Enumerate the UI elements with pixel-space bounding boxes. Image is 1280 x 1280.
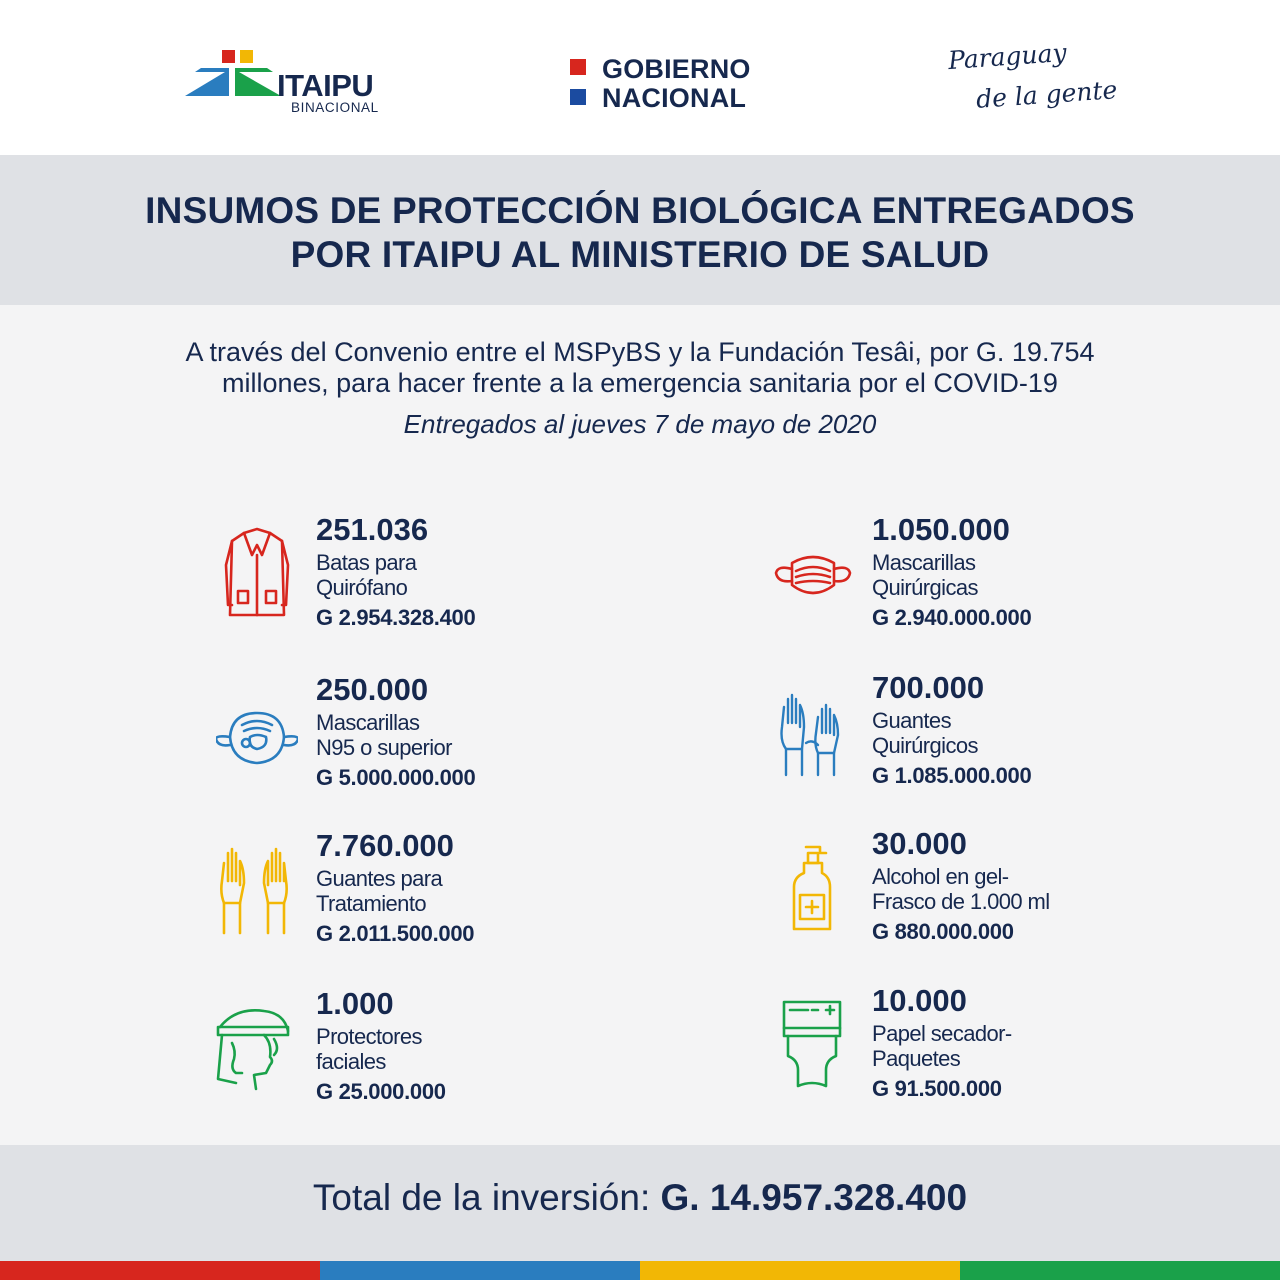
- total-label: Total de la inversión:: [312, 1177, 661, 1218]
- gobierno-blue-square: [570, 89, 586, 105]
- item-quantity: 1.050.000: [872, 512, 1010, 547]
- gobierno-nacional-logo: GOBIERNO NACIONAL: [570, 54, 790, 114]
- treatment-gloves-icon: [220, 847, 288, 935]
- item-description: Batas para Quirófano: [316, 550, 636, 600]
- total-value: G. 14.957.328.400: [660, 1177, 968, 1218]
- delivery-date: Entregados al jueves 7 de mayo de 2020: [403, 409, 877, 439]
- item-price: G 25.000.000: [316, 1079, 446, 1104]
- total-band: Total de la inversión: G. 14.957.328.400: [0, 1145, 1280, 1261]
- supply-item-mascarillas-n95: 250.000 Mascarillas N95 o superior G 5.0…: [216, 673, 636, 798]
- item-price: G 2.954.328.400: [316, 605, 476, 630]
- item-price: G 1.085.000.000: [872, 763, 1032, 788]
- face-shield-icon: [216, 1009, 290, 1091]
- item-description: Alcohol en gel- Frasco de 1.000 ml: [872, 864, 1192, 914]
- footer-bar-green: [960, 1261, 1280, 1280]
- item-quantity: 1.000: [316, 986, 394, 1021]
- n95-mask-icon: [216, 711, 298, 765]
- item-description-line1: Guantes para: [316, 866, 443, 891]
- item-description-line2: Tratamiento: [316, 891, 427, 916]
- item-quantity: 30.000: [872, 826, 967, 861]
- supply-item-guantes-quirurgicos: 700.000 Guantes Quirúrgicos G 1.085.000.…: [772, 671, 1192, 796]
- gobierno-red-square: [570, 59, 586, 75]
- item-description: Protectores faciales: [316, 1024, 636, 1074]
- item-quantity: 251.036: [316, 512, 429, 547]
- alcohol-gel-bottle-icon: [792, 845, 832, 931]
- item-description-line2: Frasco de 1.000 ml: [872, 889, 1050, 914]
- item-description-line2: N95 o superior: [316, 735, 453, 760]
- item-quantity: 7.760.000: [316, 828, 454, 863]
- item-description: Papel secador- Paquetes: [872, 1021, 1192, 1071]
- title-line1: INSUMOS DE PROTECCIÓN BIOLÓGICA ENTREGAD…: [145, 190, 1135, 231]
- item-description: Mascarillas N95 o superior: [316, 710, 636, 760]
- page-title: INSUMOS DE PROTECCIÓN BIOLÓGICA ENTREGAD…: [0, 189, 1280, 277]
- supply-item-guantes-tratamiento: 7.760.000 Guantes para Tratamiento G 2.0…: [216, 829, 636, 954]
- item-description: Mascarillas Quirúrgicas: [872, 550, 1192, 600]
- footer-bar-yellow: [640, 1261, 960, 1280]
- item-description-line2: Paquetes: [872, 1046, 961, 1071]
- slogan-line2: de la gente: [975, 75, 1119, 114]
- itaipu-subtitle: BINACIONAL: [291, 100, 379, 115]
- slogan-line1: Paraguay: [947, 37, 1068, 76]
- item-price: G 91.500.000: [872, 1076, 1002, 1101]
- intro-text: A través del Convenio entre el MSPyBS y …: [100, 337, 1180, 399]
- item-price: G 2.011.500.000: [316, 921, 475, 946]
- item-price: G 5.000.000.000: [316, 765, 476, 790]
- total-investment: Total de la inversión: G. 14.957.328.400: [0, 1177, 1280, 1219]
- surgical-gloves-icon: [780, 693, 840, 777]
- item-description-line2: faciales: [316, 1049, 386, 1074]
- intro-line1: A través del Convenio entre el MSPyBS y …: [185, 337, 1095, 367]
- supply-item-papel-secador: 10.000 Papel secador- Paquetes G 91.500.…: [772, 984, 1192, 1109]
- item-quantity: 250.000: [316, 672, 429, 707]
- item-description: Guantes para Tratamiento: [316, 866, 636, 916]
- supply-item-protectores-faciales: 1.000 Protectores faciales G 25.000.000: [216, 987, 636, 1112]
- itaipu-logo-mark: [185, 50, 281, 100]
- content-area: A través del Convenio entre el MSPyBS y …: [0, 305, 1280, 1145]
- supply-item-mascarillas-quirurgicas: 1.050.000 Mascarillas Quirúrgicas G 2.94…: [772, 513, 1192, 638]
- title-band: INSUMOS DE PROTECCIÓN BIOLÓGICA ENTREGAD…: [0, 155, 1280, 305]
- item-description-line1: Alcohol en gel-: [872, 864, 1009, 889]
- title-line2: POR ITAIPU AL MINISTERIO DE SALUD: [290, 234, 990, 275]
- paper-towel-dispenser-icon: [782, 1000, 842, 1088]
- gobierno-line1: GOBIERNO: [602, 54, 751, 84]
- item-description: Guantes Quirúrgicos: [872, 708, 1192, 758]
- intro-line2: millones, para hacer frente a la emergen…: [222, 368, 1058, 398]
- supply-item-batas: 251.036 Batas para Quirófano G 2.954.328…: [216, 513, 636, 638]
- item-description-line1: Papel secador-: [872, 1021, 1012, 1046]
- surgical-gown-icon: [224, 527, 290, 617]
- item-description-line1: Mascarillas: [316, 710, 420, 735]
- item-description-line2: Quirúrgicas: [872, 575, 978, 600]
- supply-item-alcohol-gel: 30.000 Alcohol en gel- Frasco de 1.000 m…: [772, 827, 1192, 952]
- logo-header: ITAIPU BINACIONAL GOBIERNO NACIONAL Para…: [0, 0, 1280, 155]
- itaipu-name: ITAIPU: [277, 68, 374, 103]
- item-description-line1: Batas para: [316, 550, 417, 575]
- item-description-line1: Mascarillas: [872, 550, 976, 575]
- item-price: G 2.940.000.000: [872, 605, 1032, 630]
- footer-bar-red: [0, 1261, 320, 1280]
- footer-color-bars: [0, 1261, 1280, 1280]
- itaipu-logo: ITAIPU BINACIONAL: [185, 48, 405, 118]
- item-quantity: 700.000: [872, 670, 985, 705]
- footer-bar-blue: [320, 1261, 640, 1280]
- gobierno-line2: NACIONAL: [602, 83, 747, 113]
- item-quantity: 10.000: [872, 983, 967, 1018]
- surgical-mask-icon: [774, 555, 852, 595]
- item-description-line2: Quirúrgicos: [872, 733, 978, 758]
- item-description-line1: Protectores: [316, 1024, 423, 1049]
- item-description-line2: Quirófano: [316, 575, 408, 600]
- paraguay-de-la-gente-logo: Paraguay de la gente: [946, 38, 1119, 132]
- item-description-line1: Guantes: [872, 708, 952, 733]
- item-price: G 880.000.000: [872, 919, 1014, 944]
